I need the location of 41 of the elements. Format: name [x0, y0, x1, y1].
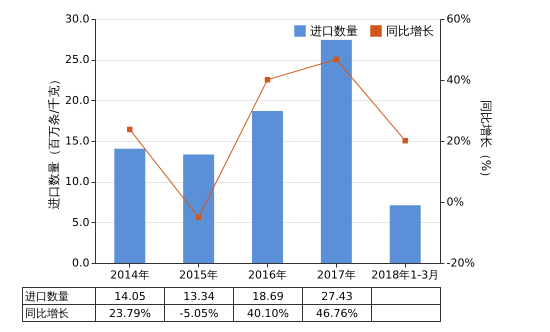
point — [196, 214, 202, 220]
data-label: 46.76% — [302, 304, 372, 322]
y2-tick-label: 0% — [446, 196, 464, 208]
point — [402, 138, 408, 144]
data-label: 27.43 — [302, 288, 372, 304]
legend-label: 同比增长 — [386, 24, 434, 38]
y-tick-label: 20.0 — [65, 94, 90, 107]
bar — [183, 154, 214, 263]
x-tick-label: 2016年 — [248, 268, 287, 282]
bar — [252, 110, 283, 263]
data-label: 18.69 — [234, 288, 302, 304]
data-label: 40.10% — [234, 304, 302, 322]
data-label: 23.79% — [96, 304, 164, 322]
y2-tick-label: 20% — [446, 134, 471, 148]
x-tick-label: 2015年 — [179, 268, 218, 282]
y-tick-label: 15.0 — [65, 134, 90, 148]
y2-tick-label: -20% — [446, 256, 475, 270]
point — [264, 76, 270, 82]
bar — [320, 40, 352, 263]
bar — [114, 148, 146, 263]
bar — [390, 205, 421, 263]
data-label: -5.05% — [164, 304, 234, 322]
y-tick-label: 10.0 — [65, 175, 90, 188]
data-label: 14.05 — [96, 288, 164, 304]
x-tick-label: 2018年1-3月 — [371, 268, 440, 282]
y2-tick-label: 60% — [446, 12, 471, 26]
y-tick-label: 25.0 — [65, 53, 90, 66]
y-axis-title: 进口数量（百万条/千克） — [47, 73, 62, 210]
data-label: 13.34 — [164, 288, 234, 304]
point — [334, 56, 340, 62]
y-tick-label: 0.0 — [72, 256, 90, 270]
legend-label: 进口数量 — [310, 24, 358, 38]
y-tick-label: 30.0 — [65, 12, 90, 26]
point — [127, 126, 133, 132]
x-tick-label: 2017年 — [316, 268, 356, 282]
text: 进口数量 — [25, 290, 69, 302]
x-tick-label: 2014年 — [110, 268, 150, 282]
text: 同比增长 — [25, 306, 69, 320]
y2-tick-label: 40% — [446, 74, 471, 86]
y-tick-label: 5.0 — [72, 216, 90, 229]
y2-axis-title: 同比增长（%） — [478, 100, 493, 184]
